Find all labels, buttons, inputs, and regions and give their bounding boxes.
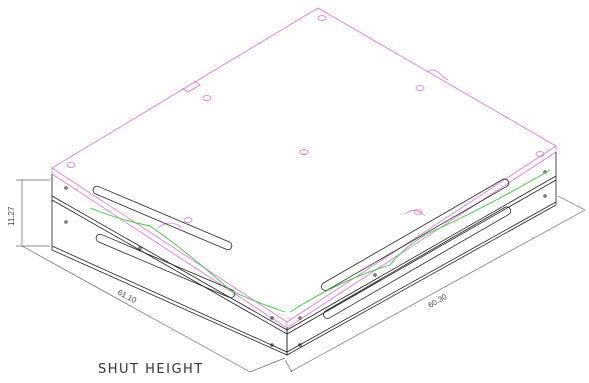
top-plate-face [51,7,557,323]
dimension-lines [16,179,586,373]
front-left-notch [157,222,183,229]
face-bolt [64,186,68,190]
accent-left [89,207,286,313]
depth-left-dimension: 61.10 [116,288,138,306]
width-right-ext-a [284,359,293,373]
top-plate-left-edge [51,168,288,329]
right-slot-upper [321,178,510,291]
right-slot-lower [323,206,512,319]
accent-right [289,169,551,313]
parting-line [51,175,557,331]
top-hole [535,151,545,157]
top-hole [299,149,309,155]
face-bolt [138,246,142,250]
face-bolt [543,194,547,198]
parting-line-lower [51,179,557,335]
top-hole [415,85,425,91]
die-body [51,152,557,356]
face-bolt [298,343,302,347]
face-bolt [298,316,302,320]
depth-left-dim-line [21,245,251,373]
width-right-ext-b [557,195,586,211]
top-hole [183,217,193,223]
depth-left-ext [249,357,286,373]
height-dimension: 11.27 [7,206,16,226]
face-bolt [270,316,274,320]
body-right-face [286,152,557,356]
base-line [51,201,557,353]
shut-height-caption: SHUT HEIGHT [98,362,204,377]
width-right-dimension: 60.30 [427,292,449,310]
top-hole [202,95,212,101]
left-slot-lower [95,233,236,299]
back-right-notch [426,69,449,81]
left-slot-upper [92,185,233,251]
top-hole [317,15,327,21]
width-right-dim-line [289,209,586,373]
face-bolt [64,220,68,224]
accent-lines [89,169,551,313]
face-bolt [373,273,377,277]
top-hole [66,162,76,168]
face-bolt [270,343,274,347]
top-hole [413,209,423,215]
back-left-notch [181,80,201,93]
